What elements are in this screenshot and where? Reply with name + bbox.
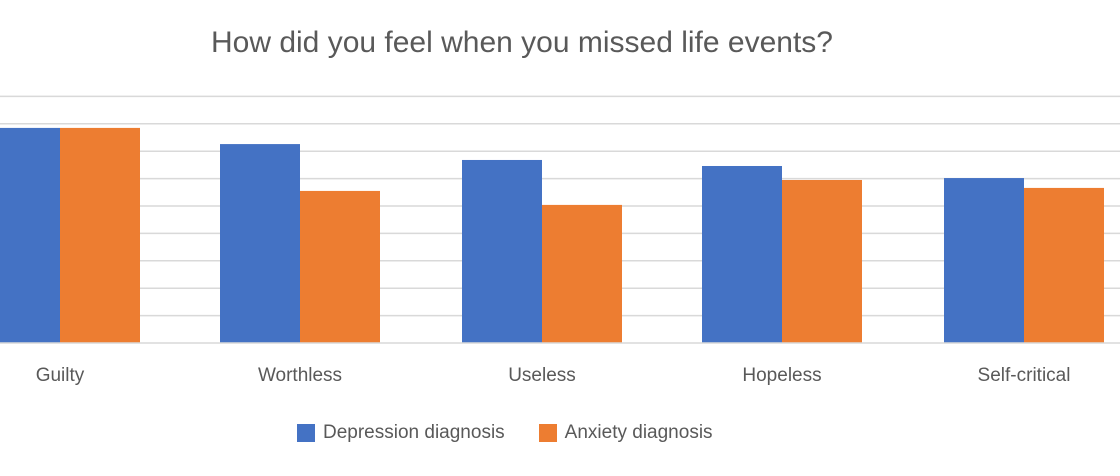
bar-self-critical-anxiety [1024,187,1104,343]
x-tick-label: Useless [508,365,576,386]
bar-useless-anxiety [542,204,622,343]
x-tick-label: Hopeless [742,365,821,386]
legend-item-anxiety: Anxiety diagnosis [538,422,713,444]
legend-swatch-anxiety [538,424,557,442]
legend-label-depression: Depression diagnosis [323,422,505,443]
bar-self-critical-depression [944,178,1024,343]
bar-useless-depression [462,159,542,343]
bar-hopeless-depression [702,165,782,343]
chart-title: How did you feel when you missed life ev… [210,26,833,59]
x-tick-label: Guilty [36,365,85,386]
bar-guilty-depression [0,127,60,343]
bar-worthless-depression [220,144,300,343]
legend-item-depression: Depression diagnosis [297,422,505,444]
legend-label-anxiety: Anxiety diagnosis [564,422,713,443]
legend-swatch-depression [297,424,315,442]
x-tick-label: Worthless [258,365,342,386]
legend: Depression diagnosis Anxiety diagnosis [297,422,747,444]
bar-worthless-anxiety [300,190,380,343]
bar-hopeless-anxiety [782,179,862,343]
x-tick-label: Self-critical [978,365,1071,386]
bar-guilty-anxiety [60,127,140,343]
